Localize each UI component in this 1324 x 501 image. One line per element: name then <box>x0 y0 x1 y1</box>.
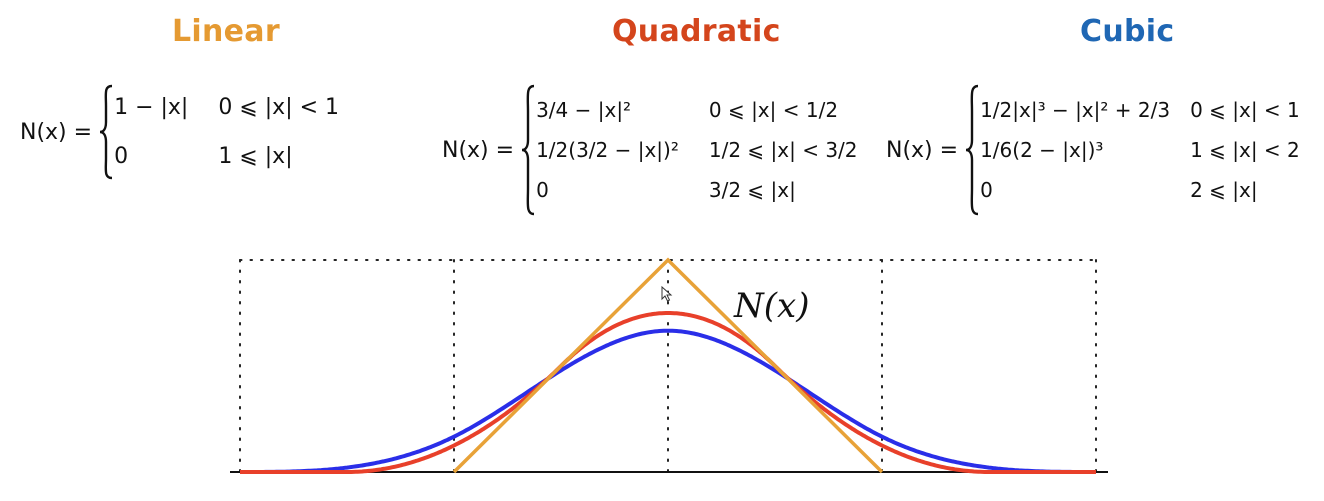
quadratic-row-3-expr: 0 <box>536 178 549 202</box>
cubic-row-1-cond: 0 ⩽ |x| < 1 <box>1190 98 1300 122</box>
linear-row-1-expr: 1 − |x| <box>114 95 189 120</box>
curve-label: N(x) <box>733 286 809 326</box>
quadratic-formula: N(x) = 3/4 − |x|² 0 ⩽ |x| < 1/2 1/2(3/2 … <box>442 82 858 218</box>
quadratic-row-1-expr: 3/4 − |x|² <box>536 98 632 122</box>
cubic-brace <box>965 84 979 216</box>
linear-row-2-expr: 0 <box>114 144 129 169</box>
cubic-row-1-expr: 1/2|x|³ − |x|² + 2/3 <box>980 98 1171 122</box>
cubic-row-3-expr: 0 <box>980 178 993 202</box>
linear-formula-lhs: N(x) = <box>20 119 93 145</box>
quadratic-row-1-cond: 0 ⩽ |x| < 1/2 <box>708 98 839 122</box>
quadratic-brace <box>521 84 535 216</box>
quadratic-title: Quadratic <box>612 14 781 49</box>
cubic-row-3-cond: 2 ⩽ |x| <box>1190 178 1258 202</box>
cubic-cases: 1/2|x|³ − |x|² + 2/3 0 ⩽ |x| < 1 1/6(2 −… <box>980 98 1300 202</box>
quadratic-curve <box>240 311 1096 474</box>
linear-row-1-cond: 0 ⩽ |x| < 1 <box>218 95 340 120</box>
quadratic-cases: 3/4 − |x|² 0 ⩽ |x| < 1/2 1/2(3/2 − |x|)²… <box>536 98 857 202</box>
linear-formula: N(x) = 1 − |x| 0 ⩽ |x| < 1 0 1 ⩽ |x| <box>20 82 339 182</box>
cursor-icon <box>661 285 673 302</box>
plot-grid <box>239 259 1097 473</box>
cubic-curve <box>240 328 1096 474</box>
cubic-title: Cubic <box>1080 14 1175 49</box>
linear-curve <box>452 257 884 474</box>
quadratic-row-2-expr: 1/2(3/2 − |x|)² <box>536 138 679 162</box>
quadratic-formula-lhs: N(x) = <box>442 137 515 163</box>
linear-row-2-cond: 1 ⩽ |x| <box>218 144 293 169</box>
cubic-formula-lhs: N(x) = <box>886 137 959 163</box>
cubic-formula: N(x) = 1/2|x|³ − |x|² + 2/3 0 ⩽ |x| < 1 … <box>886 82 1300 218</box>
cubic-row-2-cond: 1 ⩽ |x| < 2 <box>1190 138 1300 162</box>
quadratic-row-3-cond: 3/2 ⩽ |x| <box>708 178 796 202</box>
quadratic-row-2-cond: 1/2 ⩽ |x| < 3/2 <box>708 138 858 162</box>
cubic-row-2-expr: 1/6(2 − |x|)³ <box>980 138 1104 162</box>
linear-cases: 1 − |x| 0 ⩽ |x| < 1 0 1 ⩽ |x| <box>114 95 339 169</box>
linear-brace <box>99 84 113 180</box>
linear-title: Linear <box>172 14 280 49</box>
